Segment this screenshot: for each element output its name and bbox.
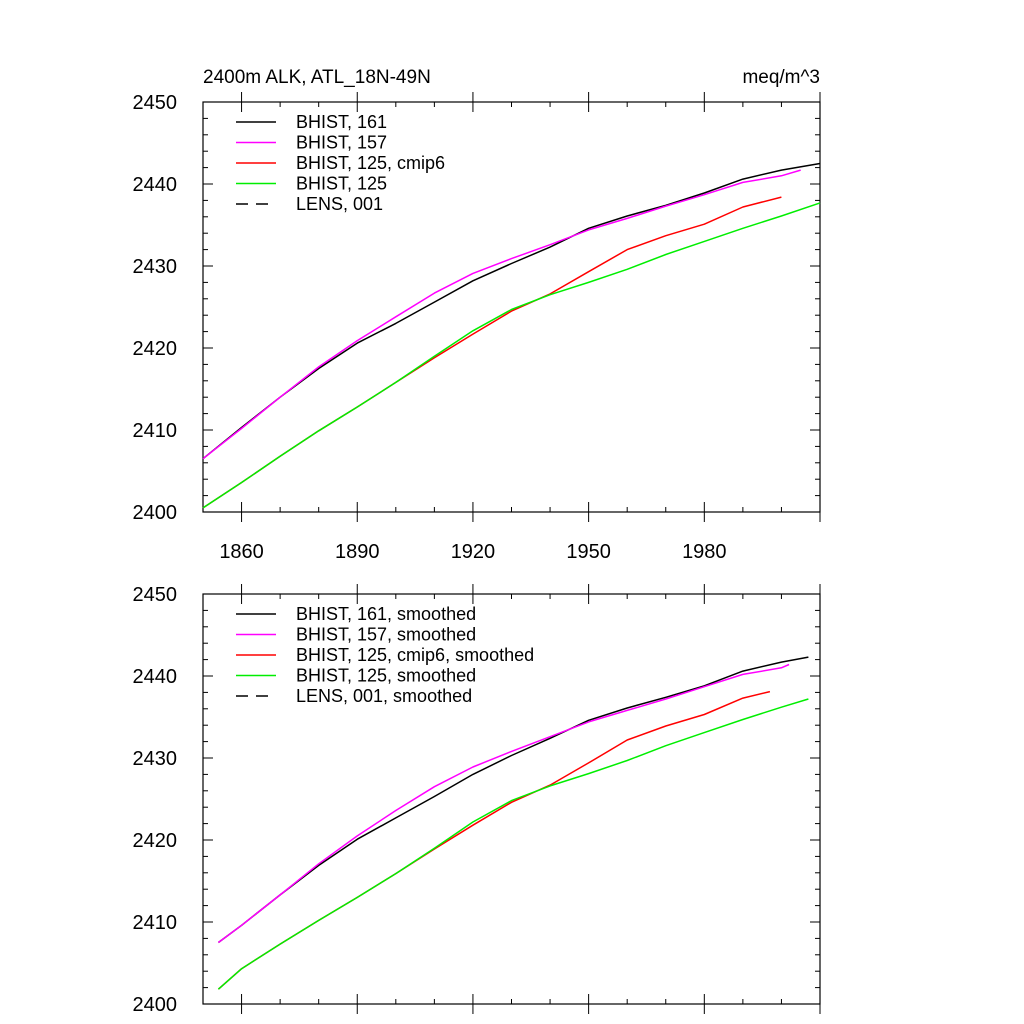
x-tick-label: 1920 <box>451 541 496 563</box>
legend-label: BHIST, 125, cmip6 <box>296 153 445 173</box>
legend-label: LENS, 001 <box>296 194 383 214</box>
x-tick-label: 1860 <box>219 541 264 563</box>
legend-label: BHIST, 125 <box>296 174 387 194</box>
y-tick-label: 2410 <box>133 912 178 934</box>
x-tick-label: 1950 <box>566 541 611 563</box>
legend-label: LENS, 001, smoothed <box>296 686 472 706</box>
y-tick-label: 2440 <box>133 174 178 196</box>
series-line-1 <box>217 656 809 944</box>
chart-units: meq/m^3 <box>742 67 820 88</box>
series-line-2 <box>217 663 790 944</box>
legend-label: BHIST, 125, smoothed <box>296 666 476 686</box>
series-line-4 <box>202 202 821 509</box>
y-tick-label: 2420 <box>133 830 178 852</box>
y-tick-label: 2450 <box>133 92 178 114</box>
legend-label: BHIST, 161, smoothed <box>296 604 476 624</box>
y-tick-label: 2400 <box>133 994 178 1016</box>
y-tick-label: 2420 <box>133 338 178 360</box>
y-tick-label: 2400 <box>133 502 178 524</box>
y-tick-label: 2450 <box>133 584 178 606</box>
legend-label: BHIST, 157 <box>296 133 387 153</box>
series-line-2 <box>202 169 801 460</box>
series-line-3 <box>202 196 782 509</box>
series-line-4 <box>217 698 809 990</box>
chart-panel-2: 2400 2410 2420 2430 2440 2450 BHIST, 161, smoo… <box>133 584 821 1016</box>
chart-title: 2400m ALK, ATL_18N-49N <box>203 67 431 88</box>
legend-label: BHIST, 125, cmip6, smoothed <box>296 645 534 665</box>
y-tick-label: 2430 <box>133 748 178 770</box>
series-line-3 <box>217 690 771 990</box>
legend-label: BHIST, 161 <box>296 112 387 132</box>
chart-panel-1: 2400 2410 2420 2430 2440 2450 1860 1890 1920 1950… <box>133 92 821 563</box>
x-tick-label: 1890 <box>335 541 380 563</box>
x-tick-label: 1980 <box>682 541 727 563</box>
y-tick-label: 2440 <box>133 666 178 688</box>
y-tick-label: 2430 <box>133 256 178 278</box>
series-line-1 <box>202 162 821 460</box>
y-tick-label: 2410 <box>133 420 178 442</box>
legend-label: BHIST, 157, smoothed <box>296 625 476 645</box>
